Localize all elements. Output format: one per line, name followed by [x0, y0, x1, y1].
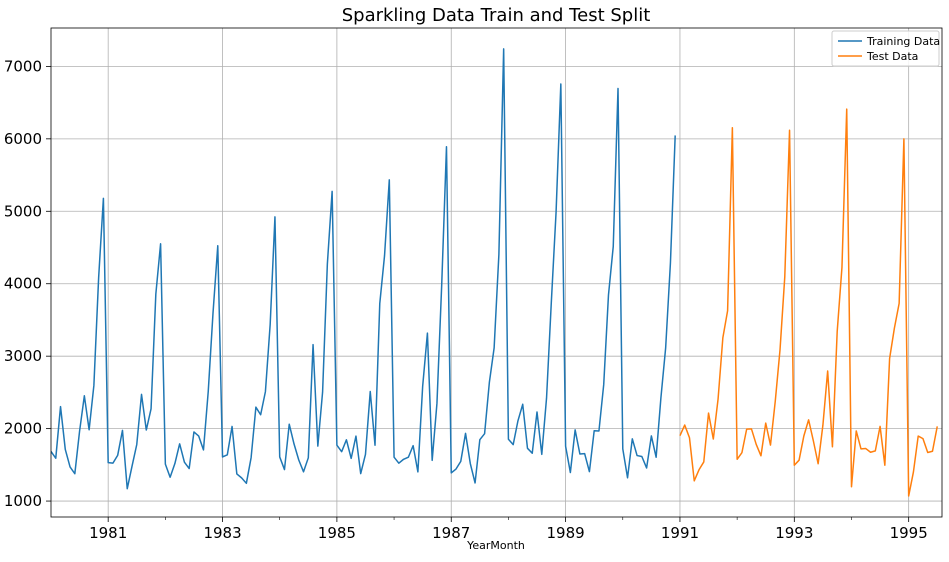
y-tick-label: 7000: [4, 57, 42, 75]
series-line-training: [51, 48, 676, 490]
x-axis-title: YearMonth: [466, 539, 525, 552]
x-tick-label: 1983: [203, 524, 241, 542]
plot-frame: [50, 27, 943, 518]
x-tick-label: 1987: [432, 524, 470, 542]
legend-box: [831, 30, 940, 67]
series-line-test: [679, 108, 938, 497]
chart-title: Sparkling Data Train and Test Split: [342, 5, 651, 26]
y-tick-label: 4000: [4, 275, 42, 293]
legend: Training Data Test Data: [831, 30, 940, 67]
y-tick-label: 5000: [4, 202, 42, 220]
legend-label-training: Training Data: [866, 35, 940, 48]
legend-label-test: Test Data: [866, 50, 918, 63]
x-tick-label: 1991: [661, 524, 699, 542]
series-layer: [51, 48, 938, 497]
tick-layer: 1981 1983 1985 1987 1989 1991 1993 1995 1000 2000…: [4, 57, 928, 542]
y-tick-label: 1000: [4, 492, 42, 510]
x-tick-label: 1993: [775, 524, 813, 542]
x-tick-label: 1995: [890, 524, 928, 542]
x-tick-label: 1989: [547, 524, 585, 542]
y-tick-label: 6000: [4, 130, 42, 148]
y-tick-label: 3000: [4, 347, 42, 365]
x-tick-label: 1985: [318, 524, 356, 542]
y-tick-label: 2000: [4, 420, 42, 438]
x-tick-label: 1981: [89, 524, 127, 542]
